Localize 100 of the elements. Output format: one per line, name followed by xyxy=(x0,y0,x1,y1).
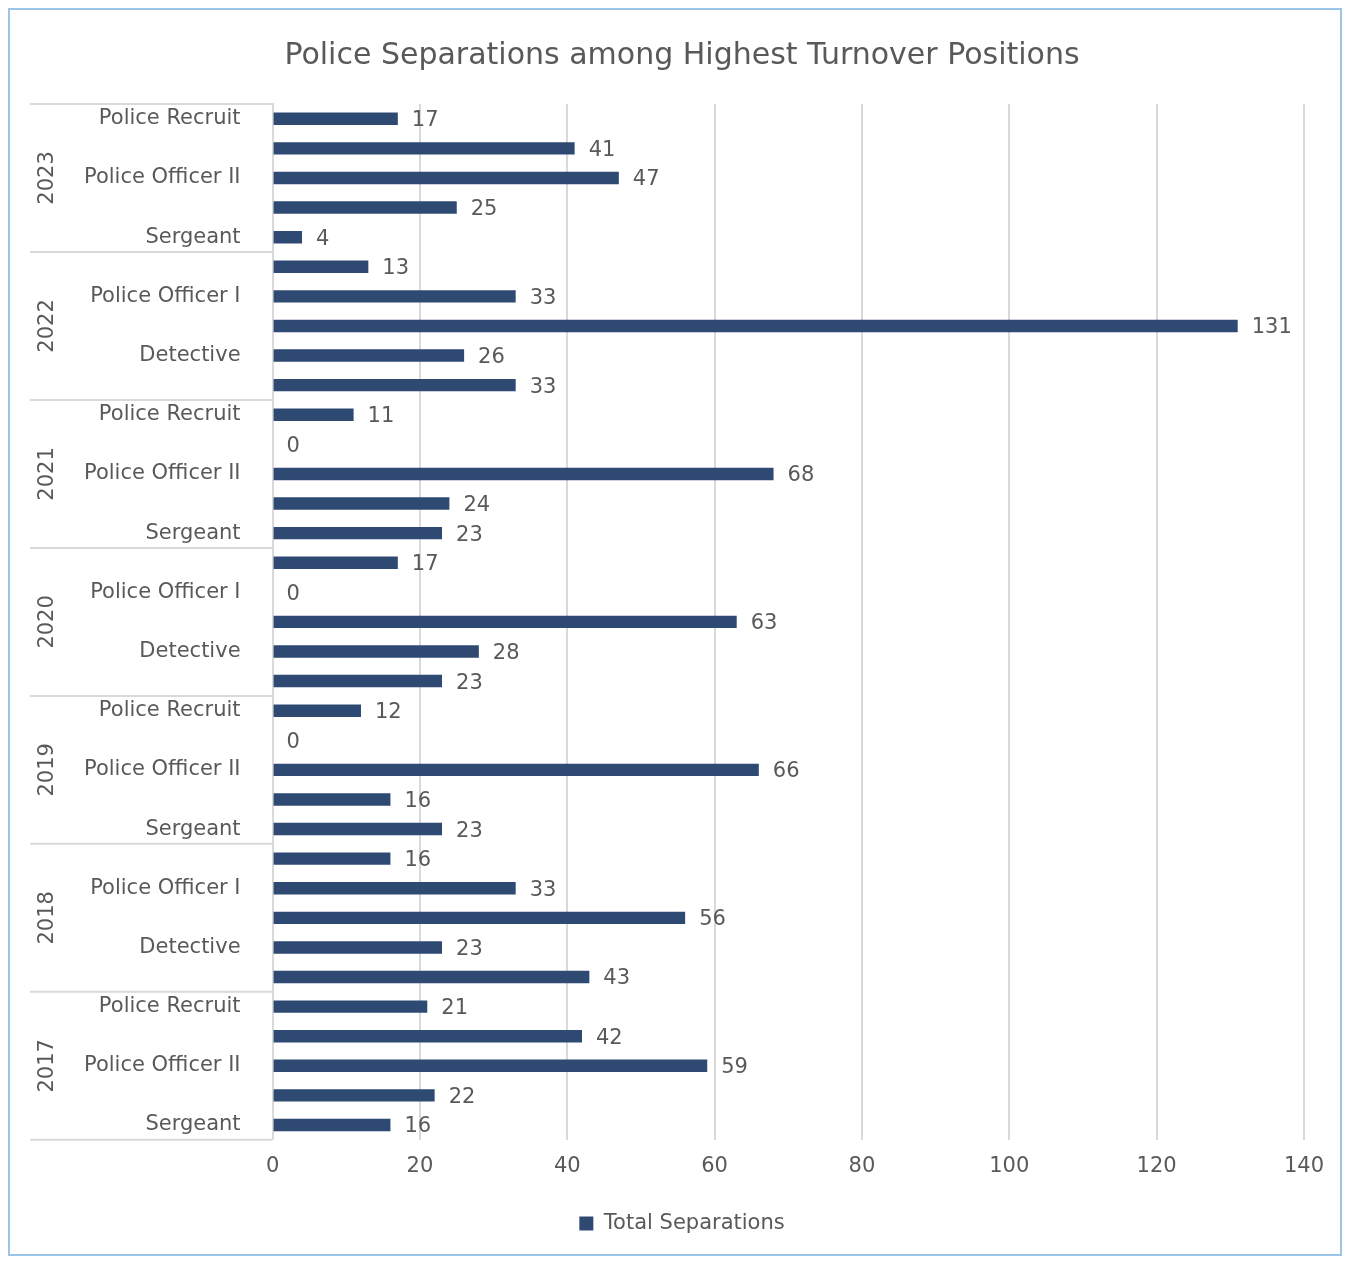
text: 2023 xyxy=(34,151,59,205)
y-tick-label: Sergeant xyxy=(145,1111,241,1136)
data-label: 131 xyxy=(1251,314,1292,339)
data-label: 23 xyxy=(456,521,483,546)
y-tick-label: Police Officer I xyxy=(90,578,241,603)
y-tick-label: Police Recruit xyxy=(98,697,241,722)
data-label: 17 xyxy=(411,551,439,576)
y-tick-label: Sergeant xyxy=(145,519,241,544)
data-label: 56 xyxy=(699,906,726,931)
bar xyxy=(273,970,590,984)
bar xyxy=(273,822,443,836)
y-tick-label: Police Recruit xyxy=(98,105,241,130)
bar xyxy=(273,260,369,273)
bar xyxy=(273,1030,582,1043)
y-tick-label: Police Recruit xyxy=(98,401,241,426)
bar xyxy=(273,704,361,717)
data-label: 59 xyxy=(721,1054,748,1079)
y-tick-label: Police Officer II xyxy=(83,460,241,485)
data-label: 63 xyxy=(750,610,778,635)
bar xyxy=(273,1000,428,1013)
bar xyxy=(273,911,686,925)
data-label: 25 xyxy=(470,196,498,221)
y-tick-label: Police Officer II xyxy=(83,756,241,781)
data-label: 43 xyxy=(603,965,631,990)
bar xyxy=(273,201,457,214)
y-tick-label: Police Recruit xyxy=(98,993,241,1018)
data-label: 16 xyxy=(404,787,432,812)
bar xyxy=(273,467,774,481)
x-tick-label: 0 xyxy=(265,1152,280,1177)
bar xyxy=(273,793,391,806)
y-tick-label: Police Officer II xyxy=(83,1052,241,1077)
data-label: 23 xyxy=(456,935,483,960)
text: 2018 xyxy=(34,891,59,945)
bar xyxy=(273,526,443,540)
legend-label: Total Separations xyxy=(602,1209,785,1234)
data-label: 33 xyxy=(529,876,557,901)
data-label: 68 xyxy=(787,462,815,487)
data-label: 13 xyxy=(382,255,410,280)
text: 2021 xyxy=(34,447,59,501)
x-tick-label: 20 xyxy=(406,1152,434,1177)
data-label: 66 xyxy=(772,758,800,783)
data-label: 41 xyxy=(588,136,616,161)
bar xyxy=(273,349,465,362)
bar xyxy=(273,497,450,510)
data-label: 23 xyxy=(456,817,483,842)
bar xyxy=(273,319,1238,333)
text: 2019 xyxy=(34,743,59,797)
bar xyxy=(273,1089,435,1102)
data-label: 21 xyxy=(441,995,469,1020)
bar xyxy=(273,142,575,155)
y-tick-label: Sergeant xyxy=(145,815,241,840)
data-label: 33 xyxy=(529,284,557,309)
bar xyxy=(273,408,354,421)
bar xyxy=(273,112,398,126)
bar xyxy=(273,674,443,688)
data-label: 0 xyxy=(286,728,300,753)
y-tick-label: Police Officer I xyxy=(90,874,241,899)
text: 2020 xyxy=(34,595,59,649)
bar xyxy=(273,1118,391,1132)
x-tick-label: 40 xyxy=(553,1152,581,1177)
x-tick-label: 140 xyxy=(1283,1152,1325,1177)
data-label: 0 xyxy=(286,580,300,605)
data-label: 24 xyxy=(463,491,491,516)
bar xyxy=(273,230,303,244)
data-label: 42 xyxy=(596,1024,623,1049)
bar xyxy=(273,556,398,569)
chart-title: Police Separations among Highest Turnover Positions xyxy=(284,35,1080,71)
bar xyxy=(273,171,619,185)
data-label: 47 xyxy=(632,166,660,191)
data-label: 33 xyxy=(529,373,557,398)
data-label: 4 xyxy=(316,225,330,250)
bar xyxy=(273,378,516,392)
data-label: 11 xyxy=(367,403,395,428)
text: 2022 xyxy=(34,299,59,353)
x-tick-label: 80 xyxy=(848,1152,876,1177)
bar xyxy=(273,290,516,303)
y-tick-label: Detective xyxy=(139,933,241,958)
bar xyxy=(273,1059,708,1073)
data-label: 26 xyxy=(478,344,505,368)
text: 2017 xyxy=(34,1039,59,1093)
bar xyxy=(273,882,516,895)
x-tick-label: 120 xyxy=(1136,1152,1177,1177)
data-label: 12 xyxy=(374,699,402,724)
bar xyxy=(273,615,737,629)
data-label: 23 xyxy=(456,669,483,694)
y-tick-label: Police Officer II xyxy=(83,164,241,189)
bar xyxy=(273,852,391,865)
data-label: 0 xyxy=(286,432,300,457)
bar xyxy=(273,763,759,777)
bar xyxy=(273,645,479,658)
data-label: 28 xyxy=(492,639,520,664)
data-label: 16 xyxy=(404,847,432,872)
data-label: 22 xyxy=(448,1083,476,1108)
data-label: 17 xyxy=(411,107,439,132)
bar xyxy=(273,941,443,954)
y-tick-label: Detective xyxy=(139,342,241,366)
x-tick-label: 60 xyxy=(701,1152,728,1177)
x-tick-label: 100 xyxy=(989,1152,1030,1177)
y-tick-label: Detective xyxy=(139,637,241,662)
y-tick-label: Sergeant xyxy=(145,223,241,248)
